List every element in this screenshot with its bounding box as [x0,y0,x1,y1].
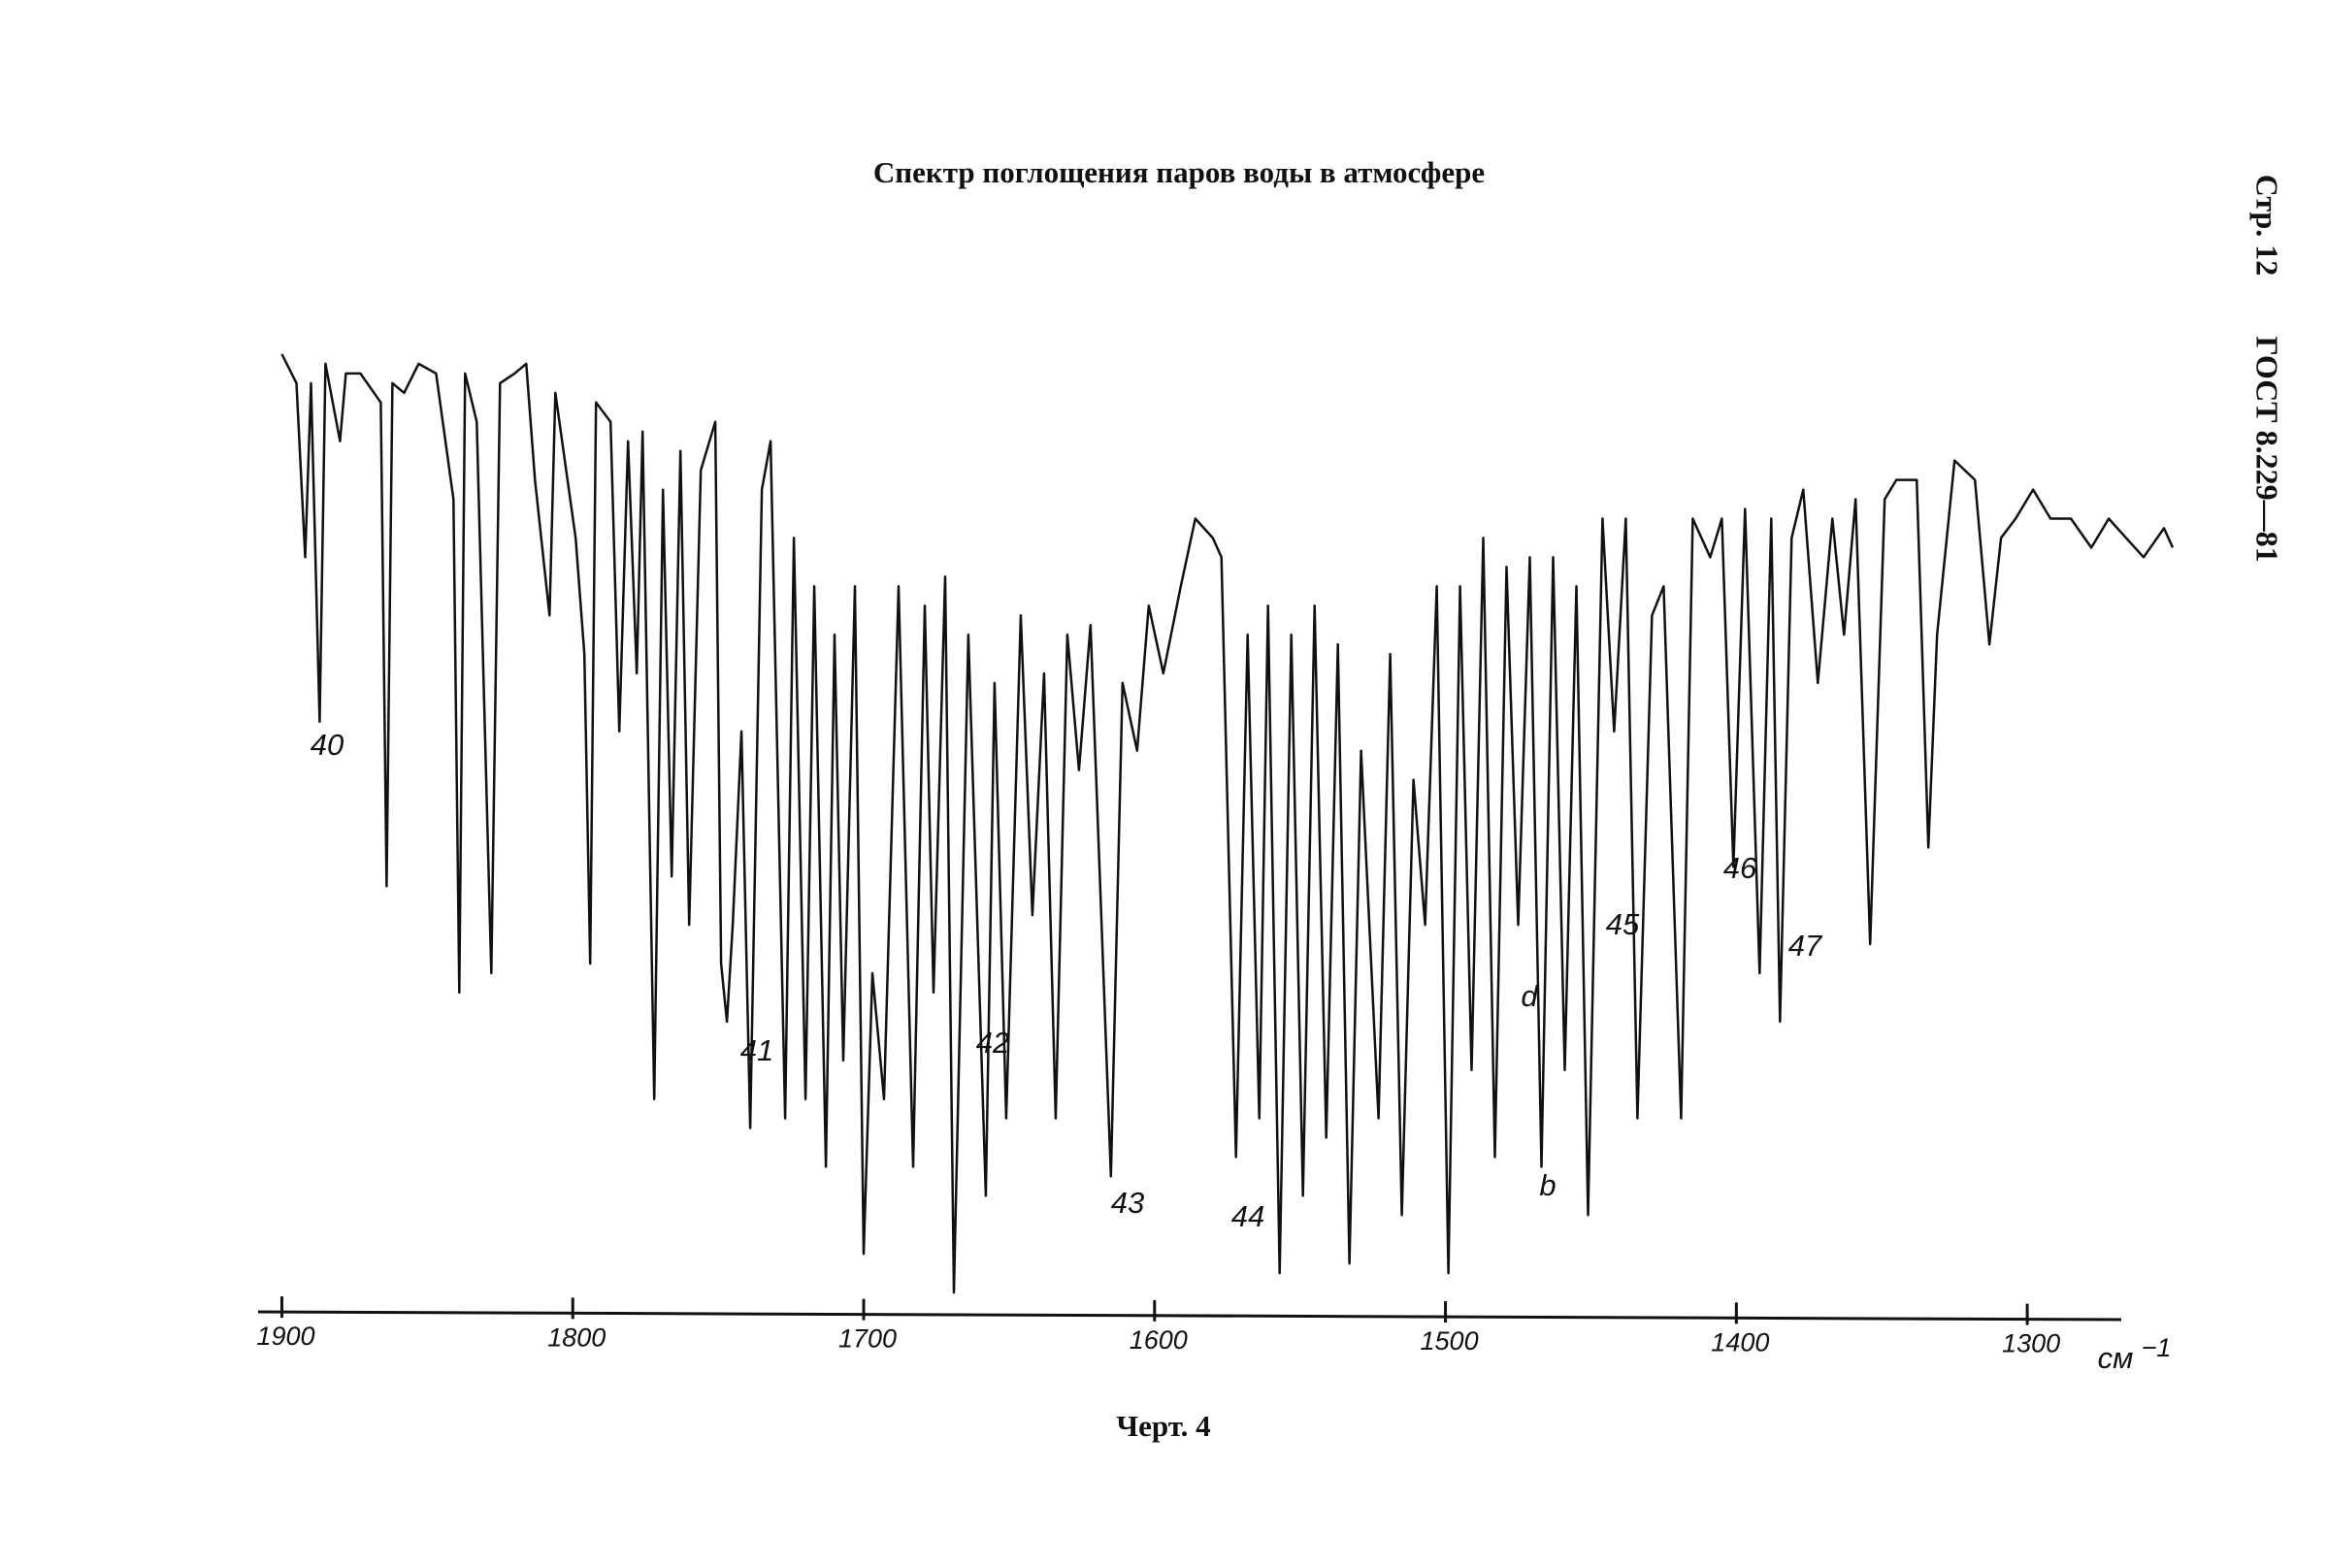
x-tick-label: 1800 [547,1323,606,1352]
x-tick-label: 1600 [1130,1325,1188,1355]
x-tick-label: 1900 [256,1322,314,1351]
peak-label: b [1539,1168,1556,1202]
peak-label: 44 [1231,1199,1264,1233]
spectrum-line [280,353,2175,1294]
peak-label: 42 [976,1026,1009,1060]
x-axis-line [257,1310,2122,1322]
peak-label: 45 [1606,907,1640,941]
x-tick-label: 1700 [838,1324,897,1354]
x-tick-label: 1400 [1711,1327,1769,1356]
x-axis-unit: см [2098,1341,2134,1375]
peak-label: 41 [740,1033,773,1067]
page-number: Стр. 12 [2250,175,2285,277]
chart-title: Спектр поглощения паров воды в атмосфере [873,155,1485,189]
x-tick-label: 1500 [1421,1326,1479,1356]
standard-number: ГОСТ 8.229—81 [2250,336,2285,562]
peak-label: d [1521,979,1539,1013]
peak-label: 40 [311,728,344,762]
x-axis-unit-exponent: −1 [2142,1333,2172,1362]
peak-label: 47 [1788,929,1823,963]
x-tick-label: 1300 [2002,1329,2060,1358]
peak-label: 43 [1111,1186,1144,1220]
peak-label: 46 [1723,851,1757,885]
figure-caption: Черт. 4 [1116,1409,1210,1443]
